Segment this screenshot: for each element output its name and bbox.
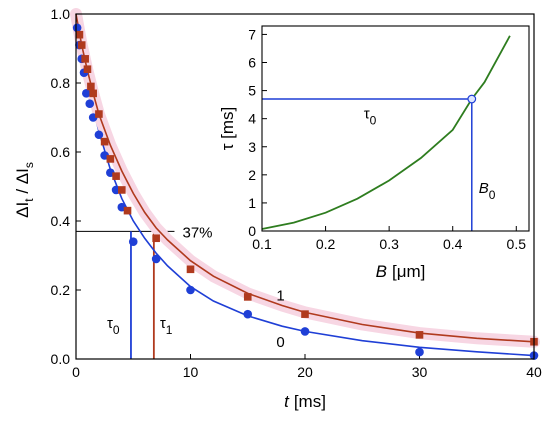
inset-y-tick-label: 6 [248, 55, 256, 71]
data-point [243, 293, 252, 301]
data-point [95, 110, 103, 118]
data-point [85, 99, 95, 108]
x-tick-label: 20 [297, 364, 313, 380]
inset-y-tick-label: 4 [248, 111, 256, 127]
data-point [151, 254, 161, 264]
data-point [243, 309, 253, 319]
x-axis-label: t [ms] [284, 392, 326, 411]
data-point [83, 65, 92, 73]
data-point [100, 137, 109, 146]
x-tick-label: 0 [72, 364, 80, 380]
data-point [300, 327, 310, 336]
data-point [89, 89, 97, 98]
y-tick-label: 0.4 [51, 213, 71, 229]
tau-marker-symbol: τ [107, 315, 113, 332]
inset-x-tick-label: 0.2 [316, 236, 336, 252]
inset-background [262, 26, 529, 231]
y-tick-label: 0.0 [51, 351, 71, 367]
inset-vline-subscript: 0 [489, 188, 496, 202]
x-tick-label: 10 [183, 364, 199, 380]
inset-x-tick-label: 0.1 [252, 236, 272, 252]
inset-x-tick-label: 0.3 [379, 236, 399, 252]
x-tick-label: 30 [412, 364, 428, 380]
y-axis-delta-i: ΔI [13, 202, 32, 218]
inset-y-tick-label: 3 [248, 139, 256, 155]
tau-marker-label: τ1 [160, 315, 173, 337]
data-point [415, 331, 424, 339]
y-axis-label: ΔIt / ΔIs [13, 162, 36, 218]
data-point [186, 265, 195, 274]
data-point [128, 237, 138, 246]
data-point [94, 130, 104, 140]
inset-vline-symbol: B [479, 180, 489, 197]
data-point [106, 155, 115, 163]
inset-hline-symbol: τ [364, 106, 370, 123]
inset-x-axis-symbol: B [376, 262, 387, 281]
data-point [152, 234, 160, 243]
inset-frame [261, 25, 530, 232]
inset-x-axis-label: B [μm] [376, 262, 426, 281]
y-axis-delta-i-s: / ΔI [13, 168, 32, 198]
y-axis-sub-t: t [22, 198, 36, 202]
inset-y-tick-label: 2 [248, 167, 256, 183]
tau-marker-subscript: 0 [113, 323, 120, 337]
inset-y-tick-label: 5 [248, 83, 256, 99]
data-point [72, 23, 82, 33]
x-axis-symbol: t [284, 392, 290, 411]
inset-curve [261, 35, 511, 230]
data-point [75, 30, 84, 39]
inset-x-tick-label: 0.5 [507, 236, 527, 252]
data-point [77, 41, 86, 49]
inset-hline-subscript: 0 [370, 114, 377, 128]
tau-marker-label: τ0 [107, 315, 120, 337]
tau-marker-subscript: 1 [166, 323, 173, 337]
y-tick-label: 0.8 [51, 75, 71, 91]
y-tick-label: 0.6 [51, 144, 71, 160]
y-tick-label: 1.0 [51, 6, 71, 22]
data-point [82, 89, 91, 98]
y-tick-label: 0.2 [51, 282, 71, 298]
plot-frame [75, 13, 535, 360]
tau-marker-symbol: τ [160, 315, 166, 332]
inset-x-axis-unit: [μm] [392, 262, 425, 281]
inset-marker-point [467, 94, 477, 104]
series-label: 0 [276, 334, 284, 351]
data-point [118, 186, 126, 194]
inset-y-tick-label: 7 [248, 26, 256, 42]
data-point [123, 206, 132, 215]
data-point [301, 310, 309, 318]
y-axis-sub-s: s [22, 162, 36, 168]
inset-hline-label: τ0 [364, 106, 377, 128]
data-point [87, 82, 95, 91]
data-point [112, 172, 120, 180]
x-tick-label: 40 [526, 364, 542, 380]
data-point [81, 55, 89, 63]
x-axis-unit: [ms] [294, 392, 326, 411]
inset-vline-label: B0 [479, 180, 496, 202]
threshold-label: 37% [182, 224, 212, 241]
series-label: 1 [276, 287, 284, 304]
inset-y-tick-label: 0 [248, 223, 256, 239]
inset-y-tick-label: 1 [248, 195, 256, 211]
data-point [415, 347, 424, 357]
inset-x-tick-label: 0.4 [443, 236, 463, 252]
inset-y-axis-label: τ [ms] [218, 107, 237, 151]
data-point [186, 285, 195, 295]
